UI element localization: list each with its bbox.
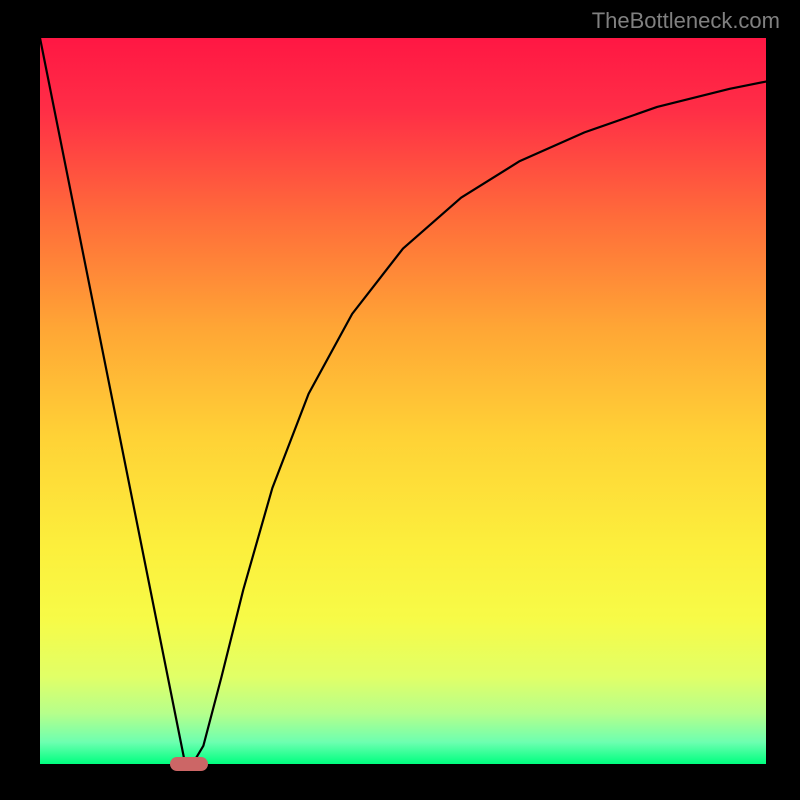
bottleneck-curve-layer	[0, 0, 800, 800]
optimal-point-marker	[170, 757, 208, 771]
source-watermark: TheBottleneck.com	[592, 8, 780, 34]
bottleneck-curve	[40, 38, 766, 764]
